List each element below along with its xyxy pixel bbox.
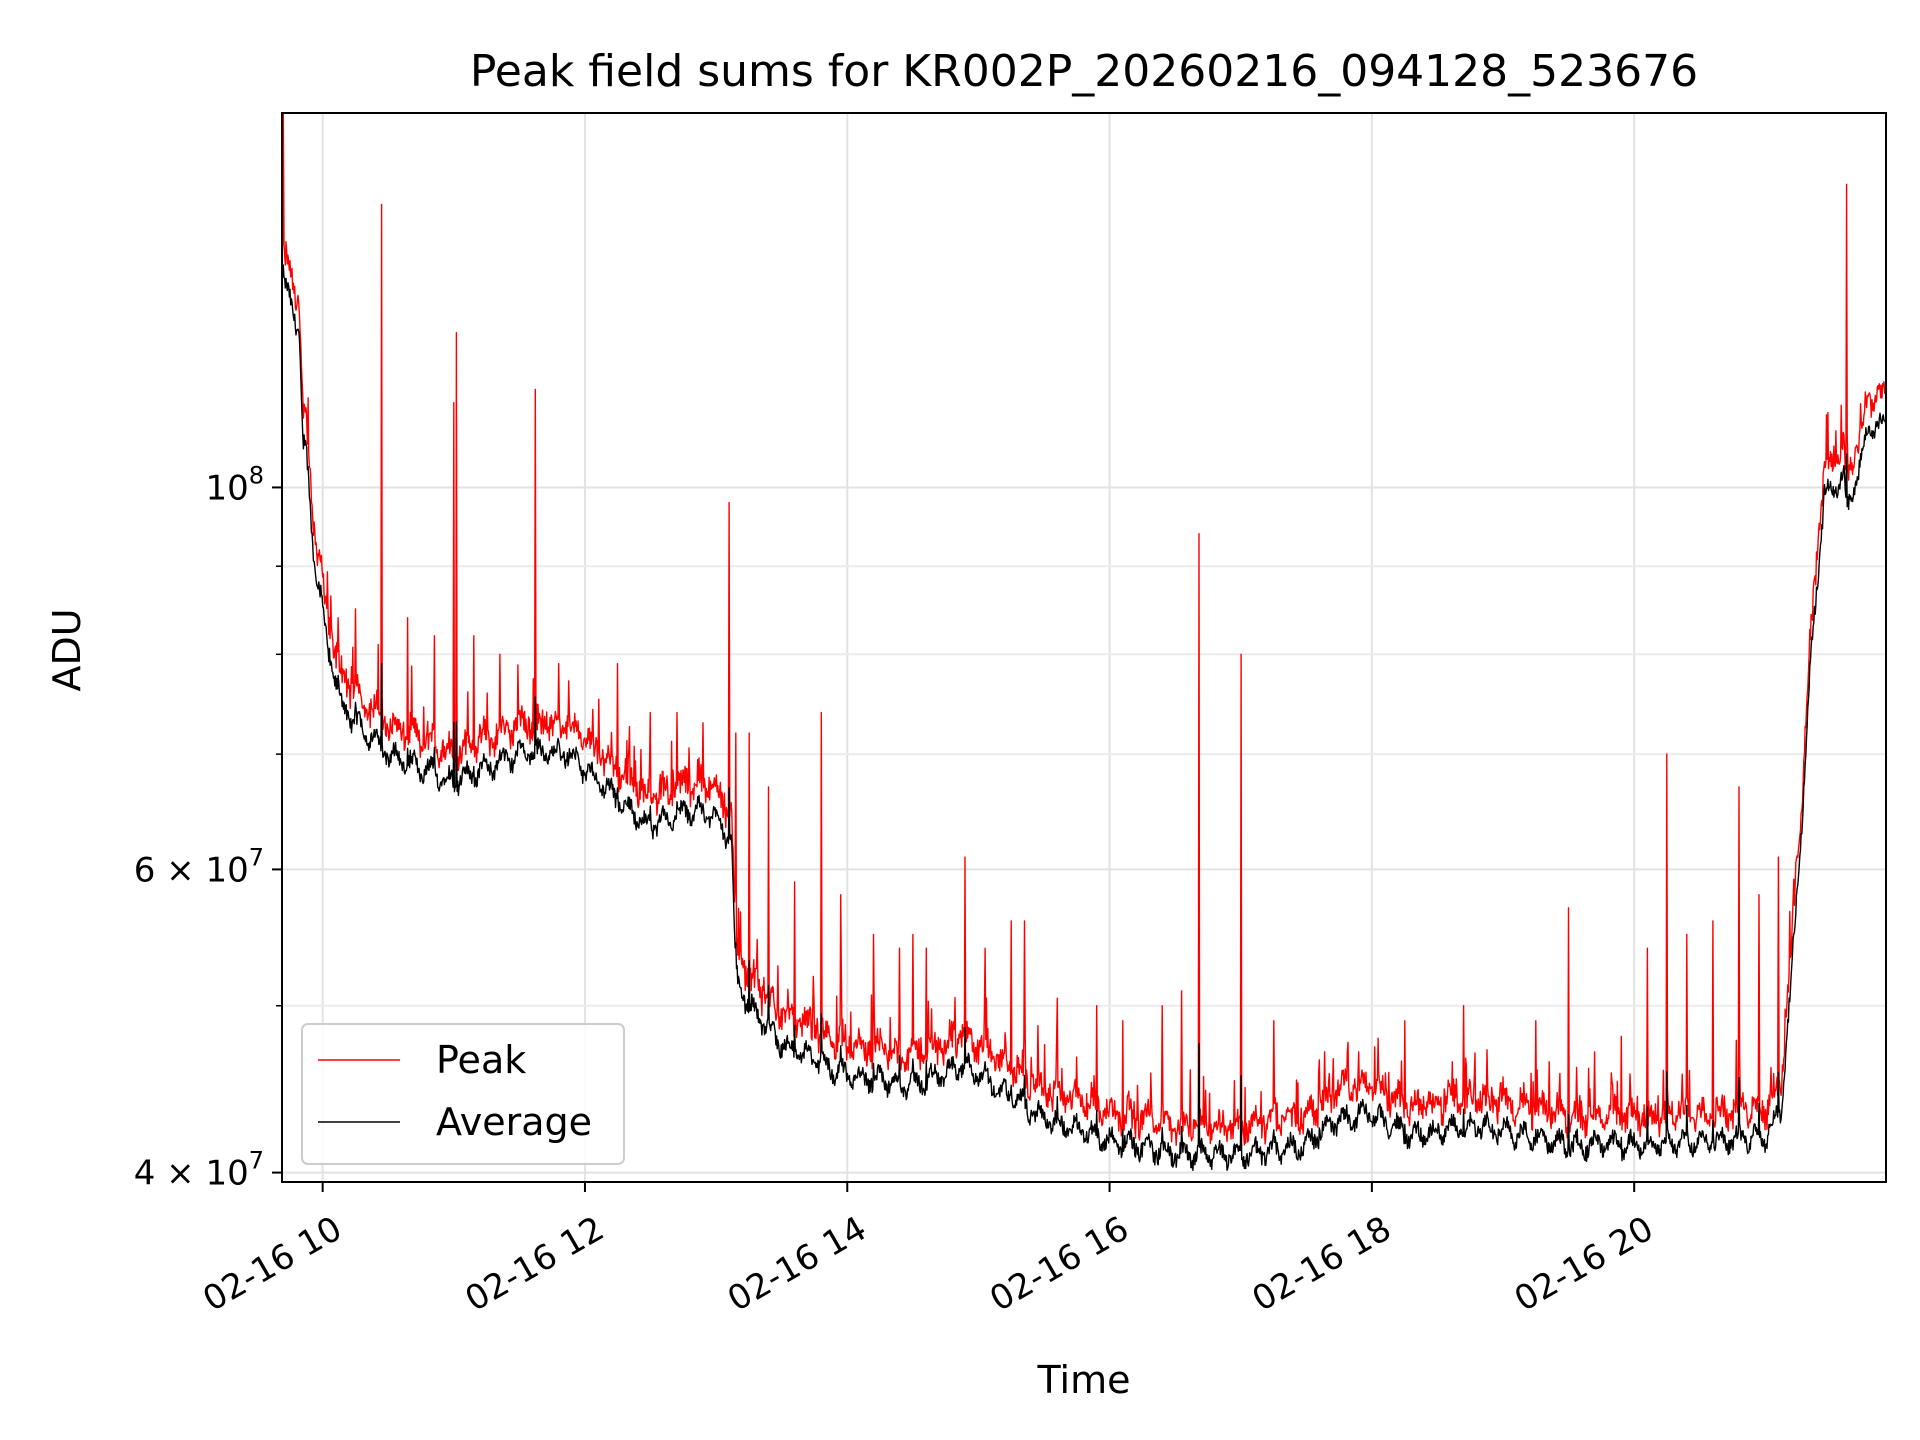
- legend: Peak Average: [301, 1023, 625, 1165]
- y-axis-ticks: 4 × 107 6 × 107 108: [134, 461, 282, 1194]
- plot-frame: [281, 112, 1887, 1183]
- peak-series-line: [282, 113, 1886, 1146]
- grid-lines: [282, 113, 1886, 1182]
- y-tick-label: 6 × 107: [134, 843, 264, 890]
- y-tick-label: 108: [205, 461, 264, 508]
- average-series-line: [282, 264, 1886, 1171]
- y-tick-label: 4 × 107: [134, 1147, 264, 1194]
- chart-title: Peak field sums for KR002P_20260216_0941…: [470, 46, 1698, 97]
- legend-peak-label: Peak: [436, 1038, 526, 1082]
- legend-box: [301, 1023, 625, 1165]
- series-lines: [282, 113, 1886, 1171]
- y-axis-label: ADU: [45, 608, 89, 691]
- x-axis-label: Time: [1037, 1358, 1131, 1402]
- legend-average-label: Average: [436, 1100, 592, 1144]
